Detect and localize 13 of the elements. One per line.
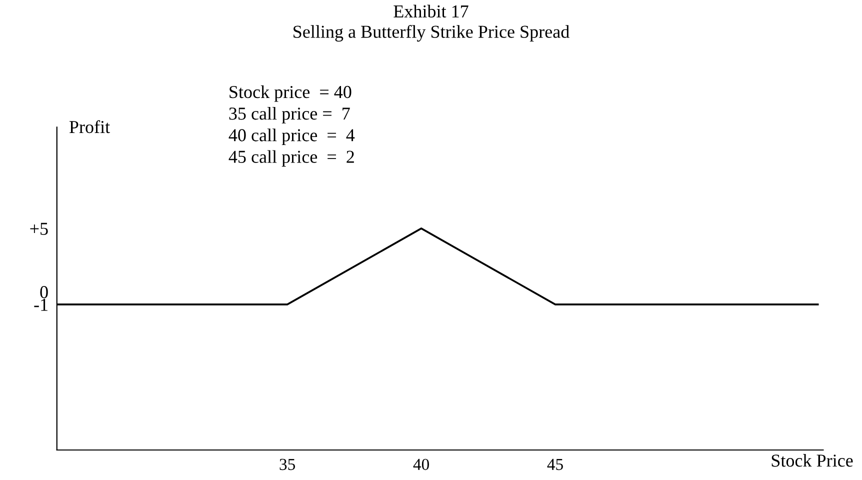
x-axis-title: Stock Price [772,454,853,467]
y-tick-label: 0 [40,286,48,298]
text: Stock price = 40 [230,85,352,102]
y-tick-label: +5 [30,222,48,235]
y-tick-label: -1 [34,298,48,311]
x-tick-label: 40 [413,458,429,470]
annotation: 45 call price = 2 [228,150,354,167]
x-tick-label: 35 [280,458,296,470]
annotation: 40 call price = 4 [228,128,355,145]
y-axis-title: Profit [69,120,110,134]
chart-title: Exhibit 17 Selling a Butterfly Strike Price Spread [294,4,570,42]
text: 35 call price = 7 [229,107,350,124]
x-tick-label: 45 [547,458,563,470]
